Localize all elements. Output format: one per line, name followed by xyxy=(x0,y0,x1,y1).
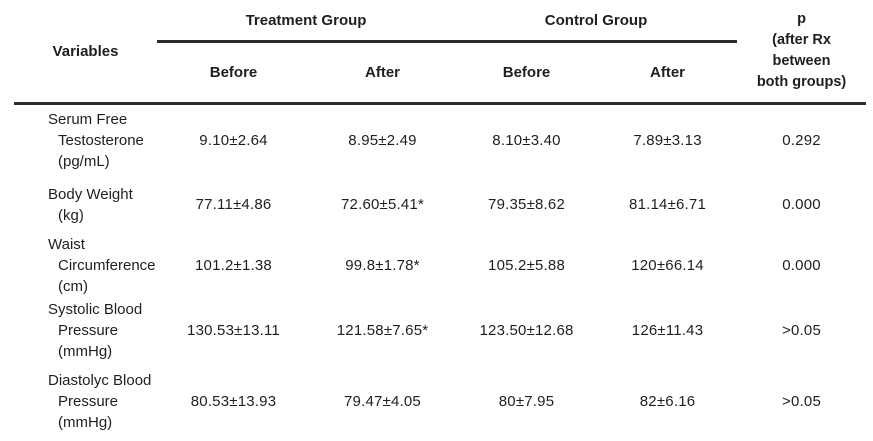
column-header-control-before: Before xyxy=(455,41,599,105)
value-cell-treatment-after: 121.58±7.65* xyxy=(336,322,429,339)
row-label-cell: Diastolyc Blood Pressure (mmHg) xyxy=(14,365,157,438)
value-cell-p: 0.000 xyxy=(782,256,821,274)
value-cell-treatment-after: 8.95±2.49 xyxy=(348,131,417,149)
row-label: Systolic Blood Pressure (mmHg) xyxy=(48,301,143,360)
table-row-waist-circumference: Waist Circumference (cm) 101.2±1.38 99.8… xyxy=(14,234,866,297)
column-header-treatment-group: Treatment Group xyxy=(157,0,456,43)
row-label-cell: Systolic Blood Pressure (mmHg) xyxy=(14,297,157,365)
column-header-treatment-after: After xyxy=(310,41,456,105)
column-header-treatment-before: Before xyxy=(157,41,310,105)
value-cell-p: >0.05 xyxy=(782,392,822,410)
row-label-cell: Body Weight (kg) xyxy=(14,176,157,234)
value-cell-treatment-after: 99.8±1.78* xyxy=(345,256,420,274)
value-cell-treatment-before: 80.53±13.93 xyxy=(190,392,277,410)
row-label-cell: Serum Free Testosterone (pg/mL) xyxy=(14,104,157,176)
value-cell-treatment-before: 9.10±2.64 xyxy=(199,131,268,149)
table-header: Variables Treatment Group Control Group … xyxy=(14,0,867,105)
value-cell-treatment-before: 77.11±4.86 xyxy=(195,196,272,213)
value-cell-control-before: 80±7.95 xyxy=(498,392,555,410)
value-cell-p: >0.05 xyxy=(782,322,822,339)
value-cell-control-after: 81.14±6.71 xyxy=(629,196,706,213)
row-label: Waist Circumference (cm) xyxy=(48,235,156,295)
value-cell-control-before: 105.2±5.88 xyxy=(488,256,565,274)
table-row-systolic-blood-pressure: Systolic Blood Pressure (mmHg) 130.53±13… xyxy=(14,297,866,365)
value-cell-control-before: 79.35±8.62 xyxy=(488,196,565,213)
value-cell-control-after: 120±66.14 xyxy=(631,256,704,274)
value-cell-control-after: 82±6.16 xyxy=(639,392,696,410)
column-header-variables: Variables xyxy=(14,0,157,105)
value-cell-p: 0.000 xyxy=(782,196,821,213)
column-header-control-group: Control Group xyxy=(455,0,738,43)
value-cell-treatment-before: 101.2±1.38 xyxy=(195,256,272,274)
value-cell-treatment-after: 72.60±5.41* xyxy=(341,196,425,213)
results-table: Variables Treatment Group Control Group … xyxy=(14,0,867,438)
row-label: Diastolyc Blood Pressure (mmHg) xyxy=(48,371,152,431)
value-cell-treatment-after: 79.47±4.05 xyxy=(344,392,421,410)
row-label-cell: Waist Circumference (cm) xyxy=(14,234,157,297)
row-label: Serum Free Testosterone (pg/mL) xyxy=(48,110,144,170)
row-label: Body Weight (kg) xyxy=(48,185,133,224)
table-body: Serum Free Testosterone (pg/mL) 9.10±2.6… xyxy=(14,104,866,438)
value-cell-p: 0.292 xyxy=(782,131,821,149)
header-row-subcolumns: Before After Before After xyxy=(14,41,866,105)
value-cell-control-after: 7.89±3.13 xyxy=(633,131,702,149)
value-cell-control-before: 123.50±12.68 xyxy=(479,322,574,339)
column-header-p-value: p (after Rx between both groups) xyxy=(737,0,867,105)
value-cell-treatment-before: 130.53±13.11 xyxy=(187,322,280,339)
table-row-body-weight: Body Weight (kg) 77.11±4.86 72.60±5.41* … xyxy=(14,176,866,234)
header-row-groups: Variables Treatment Group Control Group … xyxy=(14,0,867,105)
table-row-diastolyc-blood-pressure: Diastolyc Blood Pressure (mmHg) 80.53±13… xyxy=(14,365,866,438)
column-header-control-after: After xyxy=(598,41,738,105)
value-cell-control-after: 126±11.43 xyxy=(631,322,704,339)
table-row-serum-free-testosterone: Serum Free Testosterone (pg/mL) 9.10±2.6… xyxy=(14,104,866,176)
value-cell-control-before: 8.10±3.40 xyxy=(492,131,561,149)
